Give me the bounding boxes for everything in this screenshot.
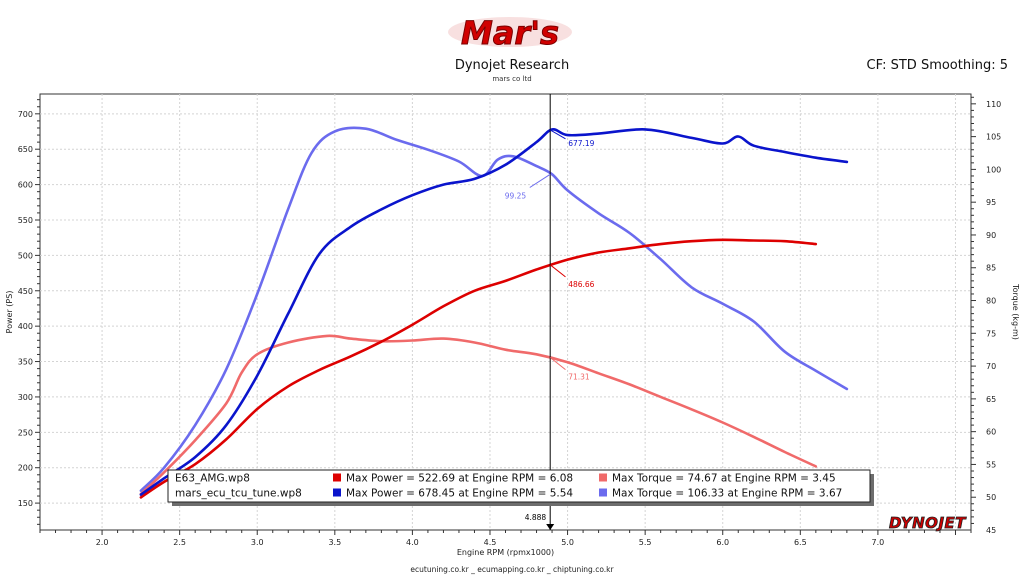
y-left-tick-label: 150 <box>18 499 33 508</box>
annotation-leader <box>549 129 566 140</box>
annotation-leader <box>549 357 566 370</box>
legend-file-name: mars_ecu_tcu_tune.wp8 <box>175 488 302 500</box>
y-right-tick-label: 55 <box>986 460 996 469</box>
chart-title: Dynojet Research <box>454 58 570 73</box>
series-line-e63-power <box>139 238 818 499</box>
cursor-layer: 4.888 677.19 99.25 486.66 71.31 <box>505 94 595 530</box>
x-tick-label: 7.0 <box>872 538 885 547</box>
y-right-tick-label: 95 <box>986 198 996 207</box>
y-right-tick-label: 105 <box>986 133 1001 142</box>
x-tick-label: 5.0 <box>561 538 574 547</box>
cursor-rpm-label: 4.888 <box>525 513 547 522</box>
legend-max-power: Max Power = 522.69 at Engine RPM = 6.08 <box>346 473 573 485</box>
y-left-tick-label: 350 <box>18 358 33 367</box>
x-tick-label: 4.5 <box>484 538 497 547</box>
x-tick-label: 5.5 <box>639 538 652 547</box>
y-right-tick-label: 60 <box>986 428 996 437</box>
y-left-tick-label: 600 <box>18 181 33 190</box>
annotation-value-mars-power: 677.19 <box>568 139 594 148</box>
x-tick-label: 6.0 <box>716 538 729 547</box>
series-layer <box>139 126 849 499</box>
mars-logo-graphic: Mar's <box>448 14 572 53</box>
y-right-tick-label: 80 <box>986 297 996 306</box>
y-right-tick-label: 85 <box>986 264 996 273</box>
y-left-tick-label: 250 <box>18 428 33 437</box>
mars-logo: Mar's <box>440 8 580 54</box>
series-line-mars-torque <box>139 126 849 492</box>
dynojet-wordmark: DYNOJET <box>889 514 967 532</box>
legend-max-torque: Max Torque = 106.33 at Engine RPM = 3.67 <box>612 488 842 500</box>
x-axis-label: Engine RPM (rpmx1000) <box>457 548 554 557</box>
y-left-tick-label: 200 <box>18 464 33 473</box>
annotation-leader <box>549 264 566 278</box>
legend-swatch-torque <box>599 488 607 497</box>
y-left-tick-label: 700 <box>18 110 33 119</box>
footer-links: ecutuning.co.kr _ ecumapping.co.kr _ chi… <box>410 565 614 574</box>
x-tick-label: 4.0 <box>406 538 419 547</box>
legend-box <box>167 469 871 503</box>
y-left-tick-label: 550 <box>18 216 33 225</box>
y-left-axis-label: Power (PS) <box>5 291 14 334</box>
y-right-tick-label: 65 <box>986 395 996 404</box>
x-tick-label: 2.5 <box>173 538 186 547</box>
series-line-mars-power <box>139 127 849 496</box>
y-right-tick-label: 70 <box>986 362 996 371</box>
correction-settings: CF: STD Smoothing: 5 <box>866 58 1008 73</box>
legend-max-power: Max Power = 678.45 at Engine RPM = 5.54 <box>346 488 573 500</box>
y-left-tick-label: 500 <box>18 251 33 260</box>
x-tick-label: 3.0 <box>251 538 264 547</box>
legend-max-torque: Max Torque = 74.67 at Engine RPM = 3.45 <box>612 473 836 485</box>
grid-lines <box>40 94 971 530</box>
legend-swatch-power <box>333 488 341 497</box>
y-left-tick-label: 650 <box>18 145 33 154</box>
dynojet-brand: DYNOJET <box>889 514 968 533</box>
y-right-axis-label: Torque (kg-m) <box>1011 283 1020 340</box>
chart-subtitle: mars co ltd <box>492 75 532 83</box>
axes: 2.0 2.5 3.0 3.5 4.0 4.5 5.0 5.5 6.0 6.5 7.0 150 200 2… <box>5 96 1020 557</box>
y-right-tick-label: 45 <box>986 526 996 535</box>
series-line-e63-torque <box>139 334 818 496</box>
legend-file-name: E63_AMG.wp8 <box>175 473 250 485</box>
annotation-value-mars-torque: 99.25 <box>505 191 527 200</box>
legend: E63_AMG.wp8 Max Power = 522.69 at Engine … <box>167 469 874 506</box>
y-right-tick-label: 75 <box>986 329 996 338</box>
legend-swatch-power <box>333 473 341 482</box>
annotation-value-e63-torque: 71.31 <box>568 373 590 382</box>
cursor-marker <box>546 524 555 530</box>
y-right-tick-label: 100 <box>986 165 1001 174</box>
y-right-tick-label: 90 <box>986 231 996 240</box>
y-left-tick-label: 300 <box>18 393 33 402</box>
y-left-tick-label: 450 <box>18 287 33 296</box>
annotation-value-e63-power: 486.66 <box>568 280 594 289</box>
y-left-tick-label: 400 <box>18 322 33 331</box>
legend-swatch-torque <box>599 473 607 482</box>
y-right-tick-label: 110 <box>986 100 1001 109</box>
x-tick-label: 2.0 <box>96 538 109 547</box>
logo-text: Mar's <box>461 14 559 52</box>
y-right-tick-label: 50 <box>986 493 996 502</box>
x-tick-label: 3.5 <box>328 538 341 547</box>
annotation-leader <box>529 173 551 188</box>
x-tick-label: 6.5 <box>794 538 807 547</box>
